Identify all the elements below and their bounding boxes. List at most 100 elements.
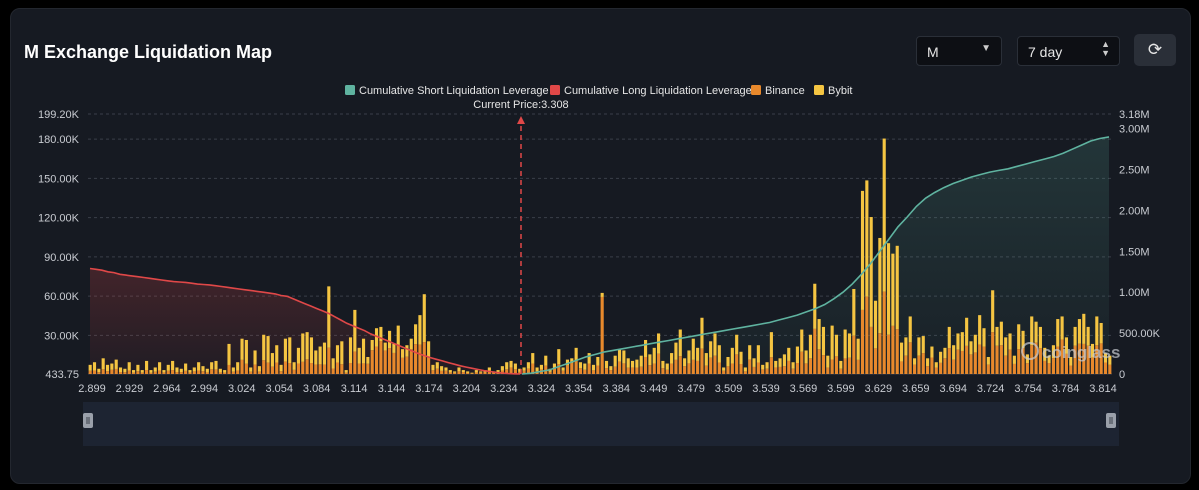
binance-bar: [92, 370, 97, 374]
bybit-bar: [236, 362, 240, 371]
symbol-select[interactable]: M ▼: [916, 36, 1002, 66]
bybit-bar: [973, 334, 977, 353]
bybit-bar: [704, 353, 708, 366]
binance-bar: [509, 367, 513, 374]
bybit-bar: [639, 355, 643, 367]
binance-bar: [839, 368, 843, 374]
x-tick-label: 2.964: [153, 383, 181, 395]
binance-bar: [630, 367, 635, 374]
bybit-bar: [496, 370, 500, 373]
binance-bar: [505, 369, 509, 374]
binance-bar: [223, 372, 227, 374]
binance-bar: [1047, 363, 1051, 374]
binance-bar: [1064, 353, 1069, 374]
binance-bar: [661, 368, 665, 374]
bybit-bar: [956, 333, 960, 350]
legend-label[interactable]: Binance: [765, 85, 805, 97]
bybit-bar: [314, 350, 318, 365]
cumulative-lines: [89, 136, 1110, 375]
binance-bar: [192, 371, 196, 374]
binance-bar: [717, 362, 721, 374]
binance-bar: [448, 372, 452, 374]
bybit-bar: [405, 345, 409, 357]
bybit-bar: [444, 367, 448, 371]
range-select-value: 7 day: [1028, 44, 1063, 60]
bybit-bar: [904, 337, 908, 356]
binance-bar: [873, 348, 878, 374]
bybit-bar: [153, 367, 157, 372]
bybit-bar: [374, 328, 379, 347]
bybit-bar: [149, 370, 153, 373]
binance-bar: [1038, 348, 1042, 374]
binance-bar: [865, 296, 869, 374]
bybit-bar: [1021, 330, 1025, 349]
bybit-bar: [856, 338, 860, 360]
binance-bar: [1103, 362, 1108, 374]
current-price-marker: Current Price:3.308: [473, 99, 569, 374]
bybit-bar: [453, 371, 457, 373]
binance-bar: [1051, 358, 1055, 374]
binance-bar: [709, 357, 713, 374]
bybit-bar: [114, 359, 118, 369]
bybit-bar: [952, 345, 956, 360]
binance-bar: [756, 362, 760, 374]
bybit-bar: [505, 362, 509, 370]
binance-bar: [309, 363, 314, 374]
bybit-bar: [986, 356, 990, 365]
bybit-bar: [587, 353, 591, 364]
navigator-track[interactable]: [83, 402, 1119, 446]
binance-bar: [674, 359, 678, 374]
x-tick-label: 3.784: [1052, 383, 1080, 395]
bybit-bar: [214, 360, 218, 370]
bybit-bar: [678, 329, 682, 357]
bybit-bar: [1060, 316, 1064, 340]
refresh-button[interactable]: ⟳: [1134, 34, 1176, 66]
binance-bar: [431, 370, 435, 374]
binance-bar: [175, 372, 179, 374]
binance-bar: [622, 363, 626, 374]
binance-bar: [418, 344, 422, 374]
binance-bar: [960, 350, 964, 374]
legend-label[interactable]: Bybit: [828, 85, 852, 97]
binance-bar: [965, 345, 969, 374]
binance-bar: [370, 350, 374, 374]
bybit-bar: [301, 333, 305, 362]
binance-bar: [657, 353, 661, 374]
bybit-bar: [578, 362, 583, 369]
navigator-handle[interactable]: [1106, 413, 1116, 428]
legend-label[interactable]: Cumulative Short Liquidation Leverage: [359, 85, 549, 97]
binance-bar: [565, 365, 570, 374]
bybit-bar: [461, 370, 465, 373]
navigator-handle[interactable]: [83, 413, 93, 428]
bybit-bar: [583, 363, 587, 370]
binance-bar: [314, 364, 318, 374]
bybit-bar: [982, 328, 986, 347]
binance-bar: [557, 364, 561, 374]
bybit-bar: [939, 351, 943, 363]
bybit-bar: [145, 360, 149, 371]
binance-bar: [930, 357, 934, 374]
bybit-bar: [131, 370, 136, 373]
range-navigator[interactable]: [83, 402, 1119, 446]
binance-bar: [735, 354, 739, 374]
bybit-bar: [105, 364, 110, 372]
range-select[interactable]: 7 day ▲ ▼: [1017, 36, 1120, 66]
bybit-bar: [1008, 333, 1012, 350]
binance-bar: [227, 364, 231, 374]
binance-bar: [904, 355, 908, 374]
bybit-bar: [665, 363, 669, 370]
bybit-bar: [630, 360, 635, 368]
x-tick-label: 3.024: [228, 383, 256, 395]
y-right-tick-label: 500.00K: [1119, 328, 1161, 340]
y-right-tick-label: 1.00M: [1119, 287, 1150, 299]
bybit-bar: [171, 360, 175, 371]
binance-bar: [110, 369, 114, 374]
legend-label[interactable]: Cumulative Long Liquidation Leverage: [564, 85, 752, 97]
y-right-tick-label: 3.00M: [1119, 124, 1150, 136]
x-tick-label: 3.814: [1089, 383, 1117, 395]
bybit-bar: [305, 332, 309, 360]
bybit-bar: [943, 347, 947, 359]
x-tick-label: 3.754: [1014, 383, 1042, 395]
binance-bar: [149, 372, 153, 374]
bybit-bar: [574, 347, 578, 361]
